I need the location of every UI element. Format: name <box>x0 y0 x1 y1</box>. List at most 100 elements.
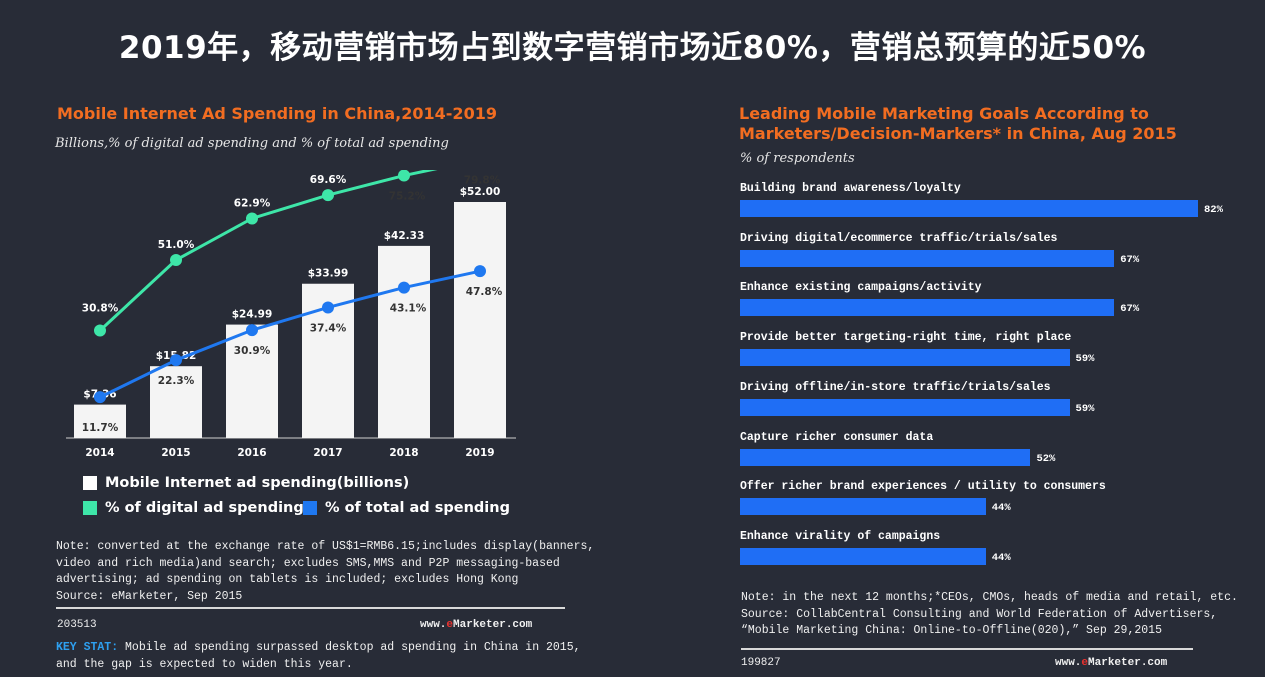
x-tick-label: 2019 <box>465 447 494 459</box>
bar-2014 <box>74 404 126 438</box>
legend-label-total: % of total ad spending <box>325 500 510 516</box>
goal-bar <box>740 249 1115 267</box>
total-share-value-label: 43.1% <box>390 303 427 315</box>
total-share-point <box>474 265 486 278</box>
right-note: Note: in the next 12 months;*CEOs, CMOs,… <box>741 590 1238 640</box>
total-share-point <box>170 354 182 367</box>
digital-share-point <box>398 170 410 182</box>
right-note-line: “Mobile Marketing China: Online-to-Offli… <box>741 624 1162 637</box>
left-note: Note: converted at the exchange rate of … <box>56 539 594 605</box>
digital-share-value-label: 79.8% <box>464 174 501 186</box>
bar-2018 <box>378 245 430 438</box>
total-share-value-label: 37.4% <box>310 322 347 334</box>
left-note-line: video and rich media)and search; exclude… <box>56 556 560 570</box>
goal-label: Offer richer brand experiences / utility… <box>740 480 1106 494</box>
digital-share-value-label: 69.6% <box>310 174 347 186</box>
legend-label-bars: Mobile Internet ad spending(billions) <box>105 475 410 491</box>
x-tick-label: 2018 <box>389 447 418 459</box>
goal-bar <box>740 200 1198 217</box>
bar-2019 <box>454 202 506 438</box>
brand-e: e <box>1081 657 1089 669</box>
key-stat-label: KEY STAT: <box>56 641 119 654</box>
brand-prefix: www. <box>1055 657 1082 669</box>
goal-label: Driving offline/in-store traffic/trials/… <box>740 380 1051 394</box>
key-stat: KEY STAT: Mobile ad spending surpassed d… <box>56 640 581 673</box>
key-stat-line: Mobile ad spending surpassed desktop ad … <box>118 641 581 654</box>
bar-2016 <box>226 324 278 438</box>
digital-share-value-label: 30.8% <box>82 303 119 315</box>
goal-bar <box>740 398 1070 416</box>
right-chart-id: 199827 <box>741 657 781 669</box>
total-share-point <box>246 324 258 337</box>
digital-share-point <box>322 189 334 202</box>
x-tick-label: 2017 <box>313 447 342 459</box>
left-note-line: advertising; ad spending on tablets is i… <box>56 573 519 586</box>
total-share-line <box>99 269 481 399</box>
digital-share-point <box>94 324 106 337</box>
goal-label: Building brand awareness/loyalty <box>740 182 961 195</box>
goal-label: Capture richer consumer data <box>740 430 934 444</box>
goal-value-label: 59% <box>1075 402 1095 415</box>
bar-value-label: $52.00 <box>460 186 501 198</box>
left-chart-id: 203513 <box>57 619 97 631</box>
right-divider <box>741 648 1193 650</box>
legend-swatch-total <box>303 501 317 515</box>
left-brand: www.eMarketer.com <box>420 619 532 631</box>
left-chart-subtitle: Billions,% of digital ad spending and % … <box>55 136 449 151</box>
key-stat-line: and the gap is expected to widen this ye… <box>56 657 353 671</box>
total-share-value-label: 22.3% <box>158 375 195 387</box>
goal-value-label: 67% <box>1120 303 1140 316</box>
mobile-ad-spending-chart: $7.362014$15.822015$24.992016$33.992017$… <box>66 170 516 459</box>
digital-share-value-label: 62.9% <box>234 197 271 209</box>
goal-value-label: 52% <box>1036 452 1056 465</box>
digital-share-point <box>170 254 182 267</box>
legend-item-bars: Mobile Internet ad spending(billions) <box>83 475 409 491</box>
goal-value-label: 44% <box>991 502 1011 515</box>
brand-rest: Marketer.com <box>453 619 533 631</box>
bar-value-label: $42.33 <box>384 230 425 242</box>
brand-prefix: www. <box>420 619 447 631</box>
goal-label: Enhance virality of campaigns <box>740 529 941 543</box>
left-note-line: Note: converted at the exchange rate of … <box>56 540 595 553</box>
total-share-value-label: 47.8% <box>466 286 503 298</box>
goal-bar <box>740 547 986 565</box>
right-chart-title: Leading Mobile Marketing Goals According… <box>739 104 1177 144</box>
left-divider <box>56 607 565 609</box>
page-title: 2019年，移动营销市场占到数字营销市场近80%，营销总预算的近50% <box>118 30 1147 66</box>
digital-share-point <box>246 212 258 225</box>
total-share-value-label: 30.9% <box>234 345 271 357</box>
digital-share-line <box>98 170 438 332</box>
right-note-line: Source: CollabCentral Consulting and Wor… <box>741 607 1218 621</box>
goal-value-label: 67% <box>1120 253 1140 266</box>
legend-swatch-bars <box>83 476 97 490</box>
right-note-line: Note: in the next 12 months;*CEOs, CMOs,… <box>741 591 1238 604</box>
goal-label: Enhance existing campaigns/activity <box>740 281 982 295</box>
right-chart-subtitle: % of respondents <box>740 151 855 166</box>
total-share-point <box>94 391 106 404</box>
bar-2015 <box>150 366 202 438</box>
goal-bar <box>740 498 986 516</box>
goal-bar <box>740 299 1115 317</box>
goal-value-label: 59% <box>1075 353 1095 366</box>
legend-label-digital: % of digital ad spending <box>105 500 304 516</box>
goal-value-label: 82% <box>1204 204 1223 216</box>
left-note-line: Source: eMarketer, Sep 2015 <box>56 589 243 603</box>
brand-e: e <box>446 619 454 631</box>
legend-swatch-digital <box>83 501 97 515</box>
x-tick-label: 2015 <box>161 447 190 459</box>
brand-rest: Marketer.com <box>1088 657 1168 669</box>
goal-bar <box>740 349 1070 367</box>
legend-item-total: % of total ad spending <box>303 500 510 516</box>
right-chart-title-line: Marketers/Decision-Markers* in China, Au… <box>739 124 1177 143</box>
bar-value-label: $24.99 <box>232 309 273 321</box>
goal-label: Provide better targeting-right time, rig… <box>740 331 1072 345</box>
digital-share-value-label: 51.0% <box>158 239 195 251</box>
goal-value-label: 44% <box>991 551 1011 564</box>
goal-bar <box>740 448 1031 466</box>
right-chart-title-line: Leading Mobile Marketing Goals According… <box>739 104 1149 123</box>
digital-share-value-label: 75.2% <box>389 191 426 203</box>
total-share-point <box>322 301 334 314</box>
left-chart-title: Mobile Internet Ad Spending in China,201… <box>57 104 497 123</box>
x-tick-label: 2016 <box>237 447 266 459</box>
goal-label: Driving digital/ecommerce traffic/trials… <box>740 231 1058 245</box>
